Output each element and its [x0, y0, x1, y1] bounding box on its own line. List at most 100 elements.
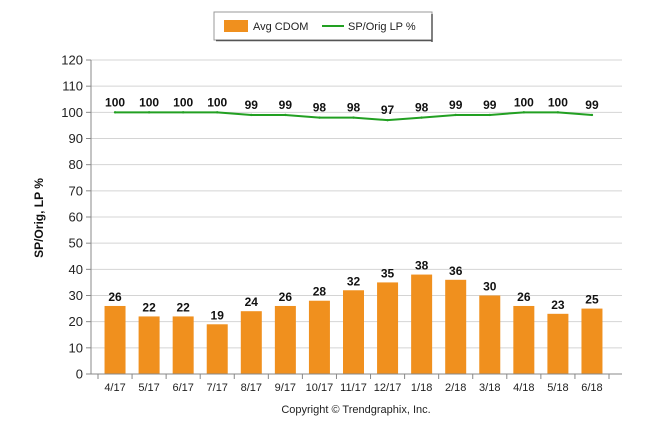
bar-avg-cdom	[479, 295, 501, 374]
x-tick-label: 4/18	[513, 382, 534, 394]
x-tick-label: 4/17	[104, 382, 125, 394]
line-value-label: 100	[514, 95, 534, 109]
line-value-label: 99	[449, 98, 463, 112]
line-value-label: 100	[105, 95, 125, 109]
x-tick-label: 10/17	[306, 382, 334, 394]
line-point-sp-orig-lp	[386, 118, 389, 122]
bar-avg-cdom	[581, 308, 603, 374]
line-point-sp-orig-lp	[250, 113, 253, 117]
x-tick-label: 7/17	[207, 382, 228, 394]
x-tick-label: 2/18	[445, 382, 466, 394]
x-tick-label: 3/18	[479, 382, 500, 394]
axis-layer: 0 10 20 30 40 50 60 70 80 90 100 110 120 4/17 5/17 6/17…	[61, 53, 622, 394]
y-tick-label: 20	[69, 314, 83, 329]
copyright-text: Copyright © Trendgraphix, Inc.	[281, 404, 430, 416]
bar-avg-cdom	[547, 313, 569, 374]
x-tick-label: 5/17	[138, 382, 159, 394]
x-tick-label: 9/17	[275, 382, 296, 394]
legend-swatch-avg-cdom	[224, 20, 248, 32]
y-tick-label: 80	[69, 157, 83, 172]
line-value-label: 99	[245, 98, 259, 112]
y-tick-label: 0	[76, 367, 83, 382]
bar-value-label: 25	[585, 293, 599, 307]
bar-value-label: 35	[381, 266, 395, 280]
line-value-label: 98	[313, 101, 327, 115]
y-tick-label: 60	[69, 210, 83, 225]
x-tick-label: 6/18	[581, 382, 602, 394]
line-point-sp-orig-lp	[488, 113, 491, 117]
bar-value-label: 26	[108, 290, 122, 304]
y-tick-label: 10	[69, 340, 83, 355]
line-value-label: 97	[381, 103, 395, 117]
y-tick-label: 110	[62, 79, 83, 94]
y-tick-label: 50	[69, 236, 83, 251]
y-tick-label: 70	[69, 183, 83, 198]
line-point-sp-orig-lp	[420, 116, 423, 119]
line-point-sp-orig-lp	[113, 111, 117, 114]
x-tick-label: 6/17	[172, 382, 193, 394]
bar-value-label: 22	[142, 300, 156, 314]
y-tick-label: 30	[69, 288, 83, 303]
y-tick-label: 100	[61, 105, 83, 120]
line-layer	[113, 111, 594, 122]
legend-label-sp-orig: SP/Orig LP %	[348, 21, 416, 33]
bar-value-label: 23	[551, 298, 565, 312]
line-point-sp-orig-lp	[181, 111, 185, 114]
bar-avg-cdom	[308, 300, 330, 374]
bar-avg-cdom	[411, 274, 433, 374]
bar-avg-cdom	[240, 311, 262, 374]
y-axis-title: SP/Orig, LP %	[32, 178, 46, 258]
line-point-sp-orig-lp	[590, 113, 594, 117]
bar-avg-cdom	[206, 324, 228, 374]
bar-value-label: 28	[313, 285, 327, 299]
line-point-sp-orig-lp	[147, 111, 151, 114]
bar-value-label: 24	[245, 295, 259, 309]
bar-value-label: 26	[279, 290, 293, 304]
x-tick-label: 8/17	[241, 382, 262, 394]
line-value-label: 99	[483, 98, 497, 112]
bar-value-label: 22	[176, 300, 190, 314]
bar-value-label: 38	[415, 259, 429, 273]
line-value-label: 98	[415, 101, 429, 115]
legend-label-avg-cdom: Avg CDOM	[253, 21, 308, 33]
line-point-sp-orig-lp	[352, 116, 355, 119]
line-point-sp-orig-lp	[216, 111, 219, 114]
line-point-sp-orig-lp	[318, 116, 321, 119]
line-value-label: 99	[585, 98, 599, 112]
line-value-label: 99	[279, 98, 293, 112]
line-point-sp-orig-lp	[454, 113, 457, 117]
line-point-sp-orig-lp	[556, 111, 560, 114]
bar-value-label: 32	[347, 274, 361, 288]
line-value-label: 100	[548, 95, 568, 109]
line-value-label: 98	[347, 101, 361, 115]
bar-value-label: 36	[449, 264, 463, 278]
bar-avg-cdom	[274, 305, 296, 374]
bar-avg-cdom	[104, 305, 126, 374]
label-layer: 26 22 22 19 24 26 28 32 35 38 36 30 26 23 25 100 100 100 1…	[105, 95, 599, 322]
x-tick-label: 12/17	[374, 382, 402, 394]
line-point-sp-orig-lp	[284, 113, 287, 117]
bar-layer	[104, 274, 603, 374]
line-point-sp-orig-lp	[522, 111, 526, 114]
line-value-label: 100	[139, 95, 159, 109]
bar-avg-cdom	[138, 316, 160, 374]
bar-value-label: 19	[211, 308, 225, 322]
line-value-label: 100	[207, 95, 227, 109]
bar-avg-cdom	[343, 290, 364, 374]
y-tick-label: 90	[69, 131, 83, 146]
bar-value-label: 30	[483, 280, 497, 294]
line-value-label: 100	[173, 95, 193, 109]
x-tick-label: 1/18	[411, 382, 432, 394]
y-tick-label: 40	[69, 262, 83, 277]
x-tick-label: 11/17	[340, 382, 367, 394]
x-tick-label: 5/18	[547, 382, 568, 394]
bar-avg-cdom	[172, 316, 194, 374]
bar-avg-cdom	[377, 282, 399, 374]
bar-value-label: 26	[517, 290, 531, 304]
bar-avg-cdom	[513, 305, 535, 374]
y-tick-label: 120	[61, 53, 83, 68]
legend: Avg CDOM SP/Orig LP %	[213, 11, 433, 42]
bar-avg-cdom	[445, 279, 467, 374]
